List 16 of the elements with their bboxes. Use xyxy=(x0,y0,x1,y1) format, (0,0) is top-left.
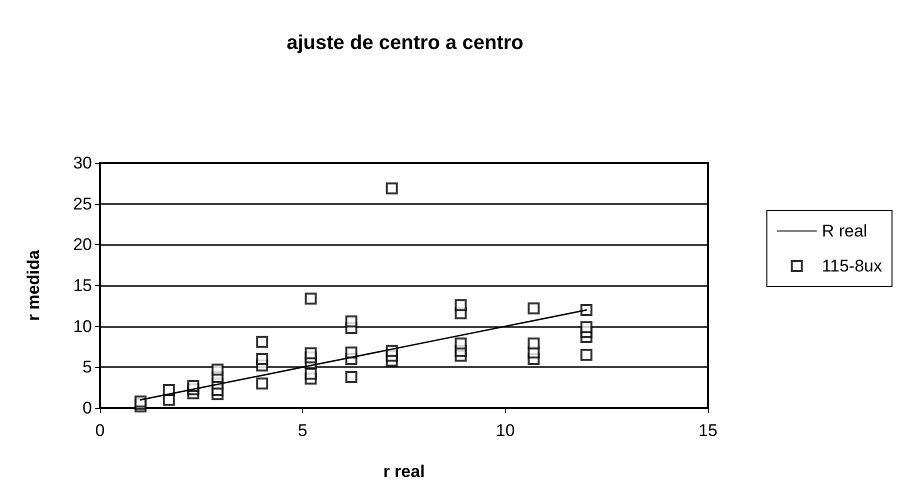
chart-title: ajuste de centro a centro xyxy=(286,32,524,54)
y-tick-label: 20 xyxy=(73,235,92,254)
x-tick-label: 10 xyxy=(496,421,515,440)
y-tick-label: 10 xyxy=(73,316,92,336)
legend-label: 115-8ux xyxy=(822,256,882,276)
legend-label: R real xyxy=(822,222,868,240)
y-tick-label: 25 xyxy=(73,194,92,214)
y-tick-label: 15 xyxy=(73,276,92,295)
x-axis-title: r real xyxy=(383,462,425,481)
y-tick-label: 5 xyxy=(82,358,92,377)
x-tick-label: 0 xyxy=(95,421,105,440)
y-tick-label: 0 xyxy=(82,398,92,418)
y-axis-title: r medida xyxy=(24,250,43,321)
y-tick-label: 30 xyxy=(73,154,92,172)
x-tick-label: 15 xyxy=(698,421,718,440)
x-tick-label: 5 xyxy=(298,421,308,440)
